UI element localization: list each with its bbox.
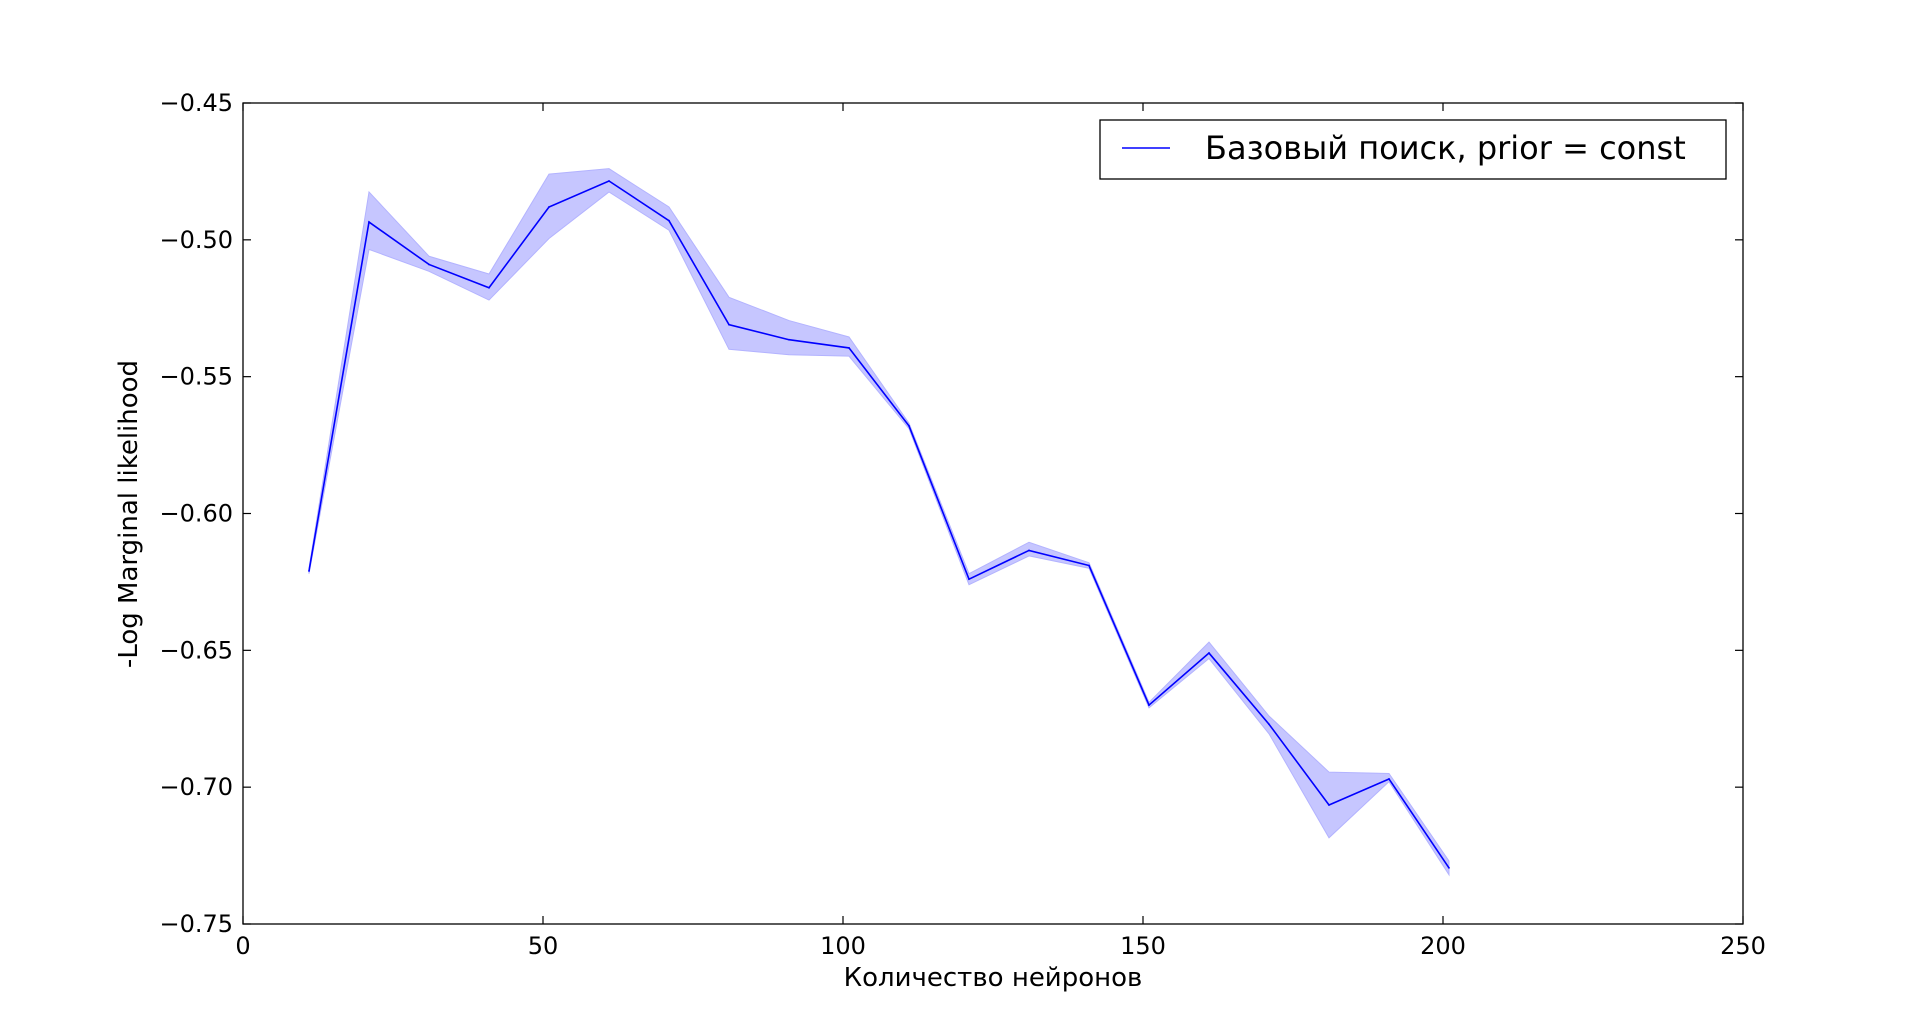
- data-point: [1088, 564, 1090, 567]
- data-point: [908, 425, 910, 427]
- legend-label: Базовый поиск, prior = const: [1205, 129, 1686, 167]
- data-point: [668, 219, 670, 222]
- y-tick-label: −0.45: [159, 89, 233, 117]
- y-tick-label: −0.75: [159, 910, 233, 938]
- y-tick-label: −0.70: [159, 773, 233, 801]
- series-line: [308, 180, 1450, 869]
- data-point: [1388, 778, 1390, 780]
- data-point: [788, 338, 790, 341]
- x-tick-label: 200: [1420, 932, 1466, 960]
- data-point: [1028, 549, 1030, 552]
- data-point: [1208, 652, 1210, 654]
- legend: Базовый поиск, prior = const: [1099, 119, 1727, 180]
- data-point: [1328, 804, 1330, 806]
- x-tick-label: 150: [1120, 932, 1166, 960]
- x-tick-label: 100: [820, 932, 866, 960]
- legend-box: [1099, 119, 1727, 180]
- data-point: [308, 570, 310, 572]
- y-tick-label: −0.65: [159, 636, 233, 664]
- data-point: [488, 286, 490, 289]
- plot-area: [308, 168, 1450, 877]
- data-point: [368, 221, 370, 223]
- data-point: [548, 206, 550, 208]
- confidence-band: [308, 168, 1450, 877]
- data-point: [608, 180, 610, 182]
- data-point: [428, 263, 430, 266]
- data-point: [1268, 723, 1270, 726]
- y-tick-label: −0.55: [159, 363, 233, 391]
- axis-ticks: 0 50 100 150 200 250 −0.45 −0.50 −0.55 −0.60 −0.65…: [159, 89, 1765, 960]
- data-point: [848, 347, 850, 349]
- y-tick-label: −0.50: [159, 226, 233, 254]
- data-point: [728, 323, 730, 326]
- data-point: [968, 578, 970, 581]
- x-tick-label: 50: [528, 932, 559, 960]
- data-point: [1448, 866, 1450, 869]
- x-tick-label: 250: [1720, 932, 1766, 960]
- x-axis-label: Количество нейронов: [844, 963, 1143, 993]
- y-tick-label: −0.60: [159, 500, 233, 528]
- x-tick-label: 0: [235, 932, 250, 960]
- data-point: [1148, 704, 1150, 706]
- y-axis-label: -Log Marginal likelihood: [114, 360, 144, 668]
